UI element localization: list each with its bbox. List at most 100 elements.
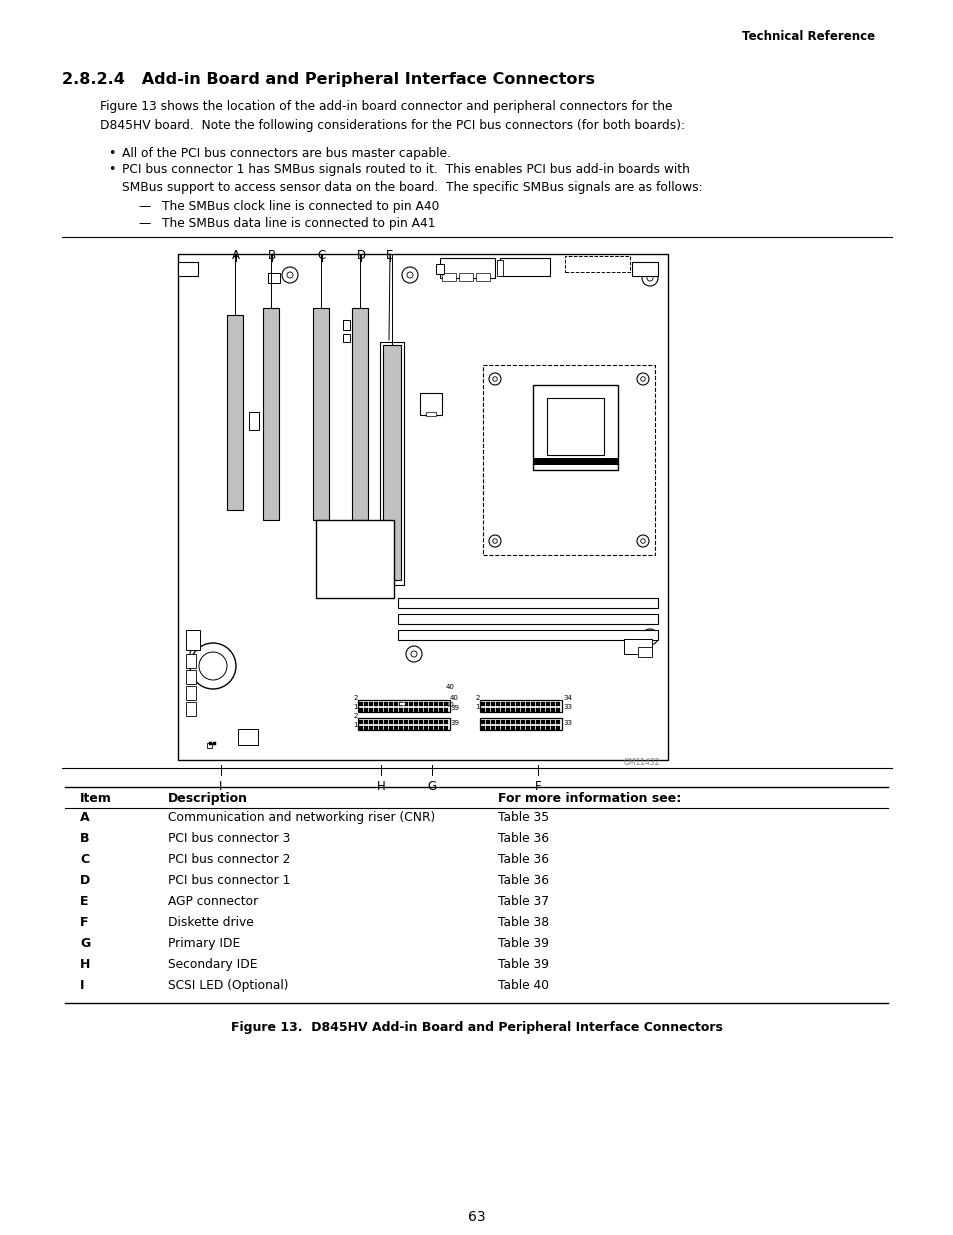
Bar	[394, 708, 398, 713]
Text: 40: 40	[450, 695, 458, 701]
Text: 63: 63	[468, 1210, 485, 1224]
Bar	[438, 725, 443, 730]
Bar	[533, 458, 618, 464]
Bar	[623, 638, 651, 655]
Bar	[378, 720, 383, 724]
Bar	[479, 700, 561, 713]
Bar	[505, 720, 510, 724]
Bar	[418, 720, 423, 724]
Bar	[438, 708, 443, 713]
Text: Figure 13.  D845HV Add-in Board and Peripheral Interface Connectors: Figure 13. D845HV Add-in Board and Perip…	[231, 1021, 722, 1034]
Bar	[358, 701, 363, 706]
Circle shape	[407, 272, 413, 278]
Bar	[531, 725, 535, 730]
Text: H: H	[80, 958, 91, 971]
Bar	[491, 720, 495, 724]
Bar	[414, 720, 418, 724]
Bar	[398, 725, 403, 730]
Bar	[418, 725, 423, 730]
Bar	[378, 708, 383, 713]
Bar	[403, 701, 408, 706]
Text: B: B	[268, 249, 275, 262]
Text: 39: 39	[450, 720, 458, 726]
Text: —: —	[138, 217, 150, 230]
Bar	[436, 264, 443, 274]
Bar	[374, 701, 378, 706]
Bar	[520, 720, 525, 724]
Bar	[249, 412, 258, 430]
Bar	[343, 320, 350, 330]
Bar	[423, 720, 428, 724]
Bar	[485, 708, 490, 713]
Bar	[399, 703, 405, 705]
Bar	[476, 273, 490, 282]
Bar	[480, 701, 485, 706]
Text: —: —	[138, 200, 150, 212]
Bar	[423, 701, 428, 706]
Bar	[439, 258, 495, 278]
Bar	[352, 308, 368, 520]
Bar	[186, 701, 195, 716]
Bar	[207, 743, 212, 748]
Bar	[505, 701, 510, 706]
Bar	[520, 701, 525, 706]
Text: PCI bus connector 2: PCI bus connector 2	[168, 853, 290, 866]
Bar	[398, 720, 403, 724]
Bar	[394, 701, 398, 706]
Text: PCI bus connector 1 has SMBus signals routed to it.  This enables PCI bus add-in: PCI bus connector 1 has SMBus signals ro…	[122, 163, 702, 194]
Text: The SMBus clock line is connected to pin A40: The SMBus clock line is connected to pin…	[162, 200, 439, 212]
Bar	[414, 708, 418, 713]
Bar	[378, 701, 383, 706]
Text: G: G	[427, 781, 436, 793]
Circle shape	[282, 267, 297, 283]
Bar	[213, 742, 215, 745]
Bar	[384, 725, 388, 730]
Bar	[480, 725, 485, 730]
Bar	[496, 725, 500, 730]
Text: For more information see:: For more information see:	[497, 792, 680, 805]
Bar	[491, 701, 495, 706]
Bar	[525, 725, 530, 730]
Text: 33: 33	[562, 704, 572, 710]
Text: AGP connector: AGP connector	[168, 895, 258, 908]
Bar	[531, 720, 535, 724]
Text: I: I	[219, 781, 222, 793]
Bar	[536, 725, 540, 730]
Bar	[434, 720, 438, 724]
Bar	[382, 345, 400, 580]
Circle shape	[641, 629, 658, 645]
Bar	[551, 720, 555, 724]
Text: 2.8.2.4   Add-in Board and Peripheral Interface Connectors: 2.8.2.4 Add-in Board and Peripheral Inte…	[62, 72, 595, 86]
Circle shape	[406, 646, 421, 662]
Bar	[313, 308, 329, 520]
Bar	[540, 725, 545, 730]
Text: Figure 13 shows the location of the add-in board connector and peripheral connec: Figure 13 shows the location of the add-…	[100, 100, 684, 131]
Bar	[525, 720, 530, 724]
Circle shape	[411, 651, 416, 657]
Text: PCI bus connector 3: PCI bus connector 3	[168, 832, 290, 845]
Text: E: E	[80, 895, 89, 908]
Bar	[480, 720, 485, 724]
Bar	[516, 701, 520, 706]
Bar	[631, 262, 658, 275]
Text: •: •	[108, 163, 115, 177]
Bar	[500, 701, 505, 706]
Text: Table 39: Table 39	[497, 937, 548, 950]
Bar	[268, 273, 280, 283]
Text: 40: 40	[445, 701, 454, 708]
Text: B: B	[80, 832, 90, 845]
Bar	[499, 258, 550, 275]
Bar	[556, 725, 560, 730]
Circle shape	[637, 373, 648, 385]
Circle shape	[190, 643, 235, 689]
Bar	[397, 598, 658, 608]
Bar	[389, 720, 393, 724]
Bar	[511, 708, 515, 713]
Text: 1: 1	[354, 704, 357, 710]
Text: 1: 1	[354, 722, 357, 727]
Bar	[443, 701, 448, 706]
Bar	[551, 708, 555, 713]
Text: SCSI LED (Optional): SCSI LED (Optional)	[168, 979, 288, 992]
Text: H: H	[376, 781, 385, 793]
Bar	[505, 725, 510, 730]
